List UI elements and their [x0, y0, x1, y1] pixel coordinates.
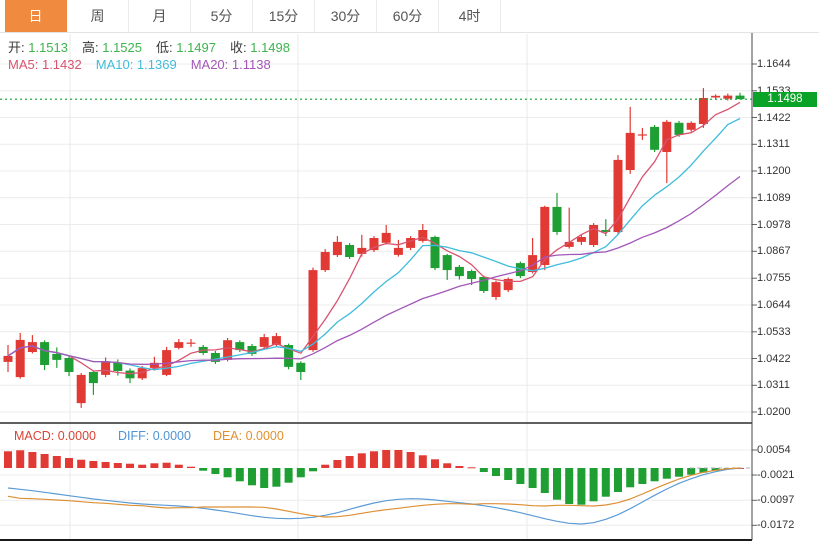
- macd-value: MACD: 0.0000: [14, 429, 96, 443]
- price-axis-label: 1.0311: [757, 379, 790, 392]
- ma20-legend: MA20: 1.1138: [190, 57, 271, 72]
- price-axis-label: 1.0422: [757, 352, 791, 365]
- ohlc-close: 收: 1.1498: [230, 40, 290, 55]
- price-axis-label: 1.0644: [757, 299, 791, 311]
- ohlc-low: 低: 1.1497: [156, 40, 216, 55]
- ma10-legend: MA10: 1.1369: [95, 57, 177, 72]
- tab-30min[interactable]: 30分: [315, 0, 377, 32]
- ohlc-high: 高: 1.1525: [82, 40, 142, 55]
- ma-legend: MA5: 1.1432 MA10: 1.1369 MA20: 1.1138: [8, 57, 285, 72]
- price-axis-label: 1.1311: [757, 138, 790, 151]
- price-axis-label: 1.0867: [757, 245, 791, 258]
- macd-axis-label: -0.0097: [757, 494, 795, 507]
- macd-axis-label: -0.0172: [757, 519, 795, 532]
- price-axis-label: 1.0755: [757, 272, 791, 285]
- price-axis-label: 1.0533: [757, 325, 791, 338]
- price-axis-label: 1.0200: [757, 406, 791, 418]
- tab-week[interactable]: 周: [67, 0, 129, 32]
- price-axis-label: 1.1422: [757, 111, 791, 124]
- macd-axis-label: -0.0021: [757, 469, 795, 481]
- ma5-legend: MA5: 1.1432: [8, 57, 82, 72]
- price-axis-label: 1.0978: [757, 218, 791, 231]
- tab-15min[interactable]: 15分: [253, 0, 315, 32]
- dea-value: DEA: 0.0000: [212, 429, 284, 443]
- macd-axis-label: 0.0054: [757, 444, 791, 456]
- ohlc-legend: 开: 1.1513 高: 1.1525 低: 1.1497 收: 1.1498: [8, 37, 304, 56]
- tab-5min[interactable]: 5分: [191, 0, 253, 32]
- ohlc-open: 开: 1.1513: [8, 40, 68, 55]
- price-axis-label: 1.1200: [757, 165, 791, 177]
- price-axis-label: 1.1089: [757, 191, 791, 204]
- tab-day[interactable]: 日: [5, 0, 67, 32]
- tab-month[interactable]: 月: [129, 0, 191, 32]
- macd-legend: MACD: 0.0000 DIFF: 0.0000 DEA: 0.0000: [14, 429, 306, 443]
- diff-value: DIFF: 0.0000: [117, 429, 191, 443]
- tab-4hour[interactable]: 4时: [439, 0, 501, 32]
- tab-60min[interactable]: 60分: [377, 0, 439, 32]
- interval-tab-bar: 日周月 5分 15分 30分 60分 4时: [0, 0, 819, 33]
- current-price-badge: 1.1498: [753, 91, 817, 107]
- price-axis-label: 1.1644: [757, 58, 791, 70]
